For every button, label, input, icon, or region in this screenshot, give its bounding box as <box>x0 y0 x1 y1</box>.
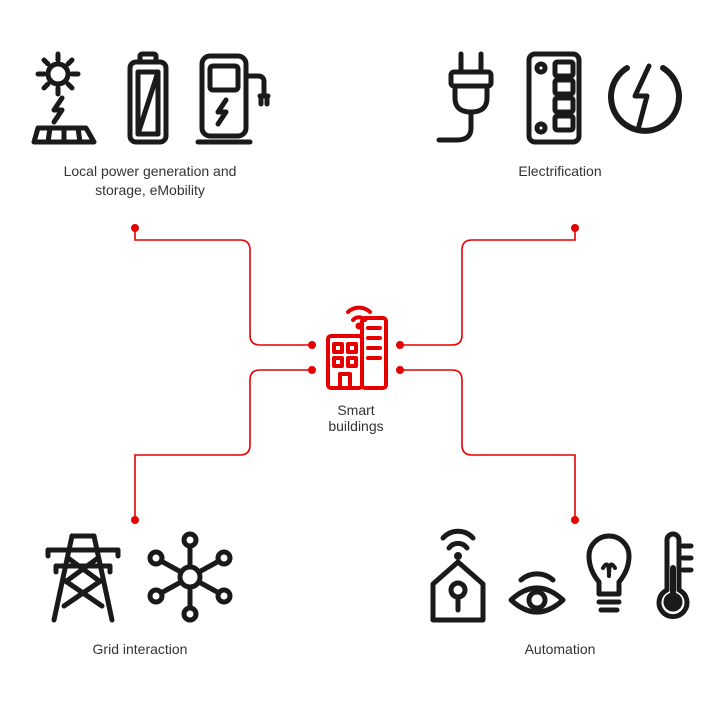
icon-row <box>433 48 687 148</box>
node-local-power: Local power generation and storage, eMob… <box>20 48 280 200</box>
node-label: Electrification <box>518 162 601 181</box>
node-label: Grid interaction <box>93 640 188 659</box>
thermometer-icon <box>649 528 697 626</box>
node-grid: Grid interaction <box>30 528 250 659</box>
smart-buildings-icon <box>318 300 394 392</box>
icon-row <box>42 528 238 626</box>
transmission-tower-icon <box>42 528 124 626</box>
lightbulb-icon <box>581 528 637 626</box>
plug-icon <box>433 48 505 148</box>
node-label: Automation <box>525 640 596 659</box>
icon-row <box>423 528 697 626</box>
node-automation: Automation <box>420 528 700 659</box>
node-electrification: Electrification <box>430 48 690 181</box>
network-nodes-icon <box>142 528 238 626</box>
node-label: Local power generation and storage, eMob… <box>64 162 237 200</box>
solar-panel-icon <box>28 48 102 148</box>
center-node: Smart buildings <box>318 300 394 434</box>
power-bolt-circle-icon <box>603 48 687 148</box>
breaker-panel-icon <box>523 48 585 148</box>
center-label: Smart buildings <box>318 402 394 434</box>
icon-row <box>28 48 272 148</box>
ev-charger-icon <box>194 48 272 148</box>
battery-icon <box>120 48 176 148</box>
eye-icon <box>505 566 569 626</box>
smart-home-icon <box>423 528 493 626</box>
